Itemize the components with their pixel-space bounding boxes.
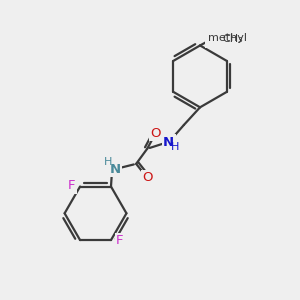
Text: N: N — [163, 136, 174, 148]
Text: methyl: methyl — [208, 33, 247, 43]
Text: H: H — [171, 142, 179, 152]
Text: O: O — [150, 127, 161, 140]
Text: N: N — [110, 163, 121, 176]
Text: CH₃: CH₃ — [222, 34, 243, 44]
Text: F: F — [116, 234, 124, 247]
Text: H: H — [104, 157, 112, 167]
Text: O: O — [206, 34, 217, 47]
Text: F: F — [68, 179, 76, 192]
Text: O: O — [142, 172, 153, 184]
